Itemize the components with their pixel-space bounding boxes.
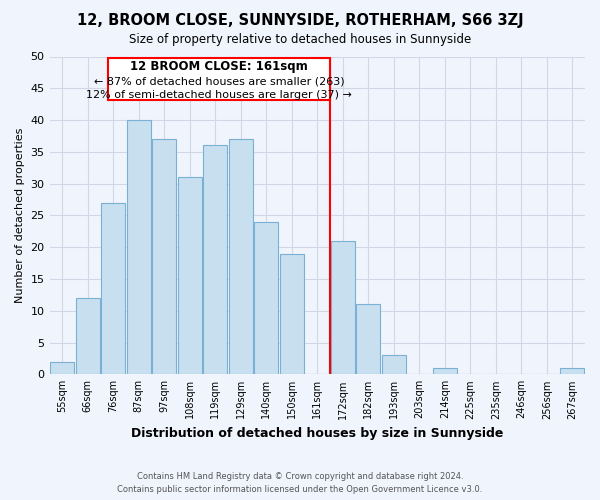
Text: 12, BROOM CLOSE, SUNNYSIDE, ROTHERHAM, S66 3ZJ: 12, BROOM CLOSE, SUNNYSIDE, ROTHERHAM, S…	[77, 12, 523, 28]
Text: 12 BROOM CLOSE: 161sqm: 12 BROOM CLOSE: 161sqm	[130, 60, 308, 72]
Bar	[280, 254, 304, 374]
X-axis label: Distribution of detached houses by size in Sunnyside: Distribution of detached houses by size …	[131, 427, 503, 440]
Bar	[229, 139, 253, 374]
Y-axis label: Number of detached properties: Number of detached properties	[15, 128, 25, 303]
Bar	[433, 368, 457, 374]
Bar	[254, 222, 278, 374]
Bar	[356, 304, 380, 374]
Text: Contains HM Land Registry data © Crown copyright and database right 2024.
Contai: Contains HM Land Registry data © Crown c…	[118, 472, 482, 494]
Bar	[50, 362, 74, 374]
Bar	[152, 139, 176, 374]
Bar	[101, 202, 125, 374]
Bar	[203, 146, 227, 374]
FancyBboxPatch shape	[108, 58, 330, 100]
Bar	[178, 178, 202, 374]
Text: 12% of semi-detached houses are larger (37) →: 12% of semi-detached houses are larger (…	[86, 90, 352, 100]
Bar	[560, 368, 584, 374]
Text: Size of property relative to detached houses in Sunnyside: Size of property relative to detached ho…	[129, 32, 471, 46]
Bar	[127, 120, 151, 374]
Bar	[76, 298, 100, 374]
Bar	[382, 355, 406, 374]
Text: ← 87% of detached houses are smaller (263): ← 87% of detached houses are smaller (26…	[94, 77, 344, 87]
Bar	[331, 241, 355, 374]
